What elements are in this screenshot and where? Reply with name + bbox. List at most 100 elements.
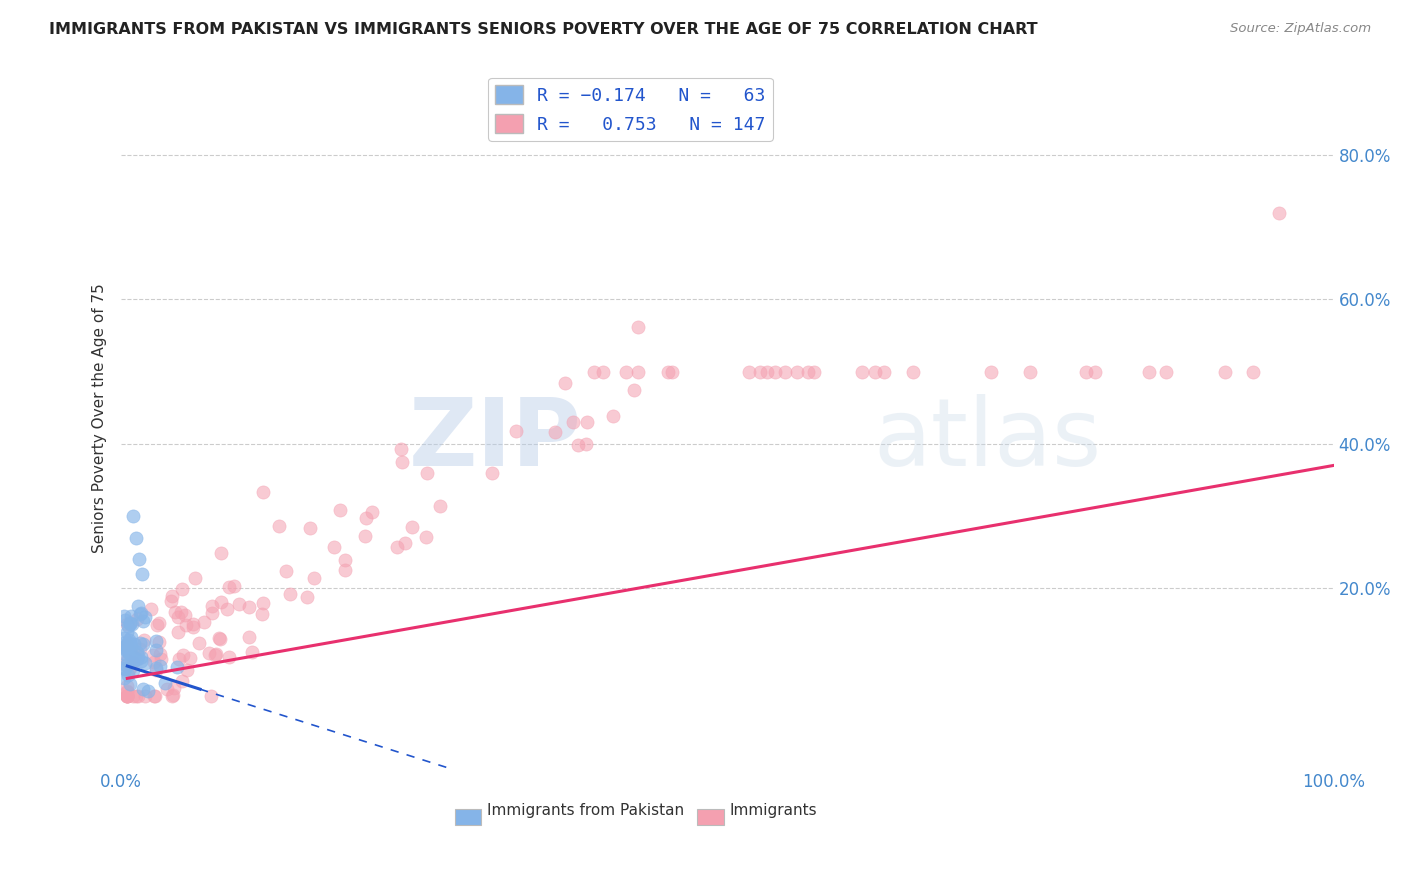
- Point: [749, 365, 772, 379]
- Point: [117, 690, 139, 704]
- Point: [389, 442, 412, 456]
- Point: [329, 502, 352, 516]
- Point: [132, 632, 155, 647]
- Point: [561, 416, 583, 430]
- Point: [128, 635, 150, 649]
- Point: [122, 690, 145, 704]
- Point: [124, 652, 146, 666]
- Point: [112, 640, 135, 655]
- Point: [120, 639, 142, 653]
- Point: [863, 365, 886, 379]
- Point: [167, 610, 190, 624]
- Point: [803, 365, 825, 379]
- Text: ZIP: ZIP: [409, 393, 582, 485]
- Point: [129, 607, 152, 621]
- Legend: R = −0.174   N =   63, R =   0.753   N = 147: R = −0.174 N = 63, R = 0.753 N = 147: [488, 78, 773, 141]
- Point: [117, 690, 139, 704]
- Point: [145, 634, 167, 648]
- Point: [250, 607, 273, 621]
- Point: [127, 599, 149, 614]
- Point: [112, 661, 135, 675]
- Point: [142, 655, 165, 669]
- Point: [118, 677, 141, 691]
- Point: [134, 656, 156, 670]
- Point: [302, 571, 325, 585]
- Point: [661, 365, 683, 379]
- Point: [209, 546, 232, 560]
- Point: [115, 643, 138, 657]
- Point: [117, 616, 139, 631]
- Point: [142, 648, 165, 662]
- Point: [198, 646, 221, 660]
- Point: [117, 683, 139, 698]
- Point: [576, 415, 599, 429]
- Point: [980, 365, 1002, 379]
- Point: [543, 425, 565, 440]
- Point: [901, 365, 924, 379]
- Point: [218, 580, 240, 594]
- Point: [160, 690, 183, 704]
- Point: [117, 690, 139, 704]
- Point: [121, 654, 143, 668]
- Point: [614, 365, 637, 379]
- Point: [238, 630, 260, 644]
- Point: [385, 541, 408, 555]
- Point: [131, 637, 153, 651]
- Point: [354, 510, 377, 524]
- Point: [121, 663, 143, 677]
- Point: [181, 616, 204, 631]
- Point: [143, 690, 166, 704]
- Point: [145, 663, 167, 677]
- Point: [120, 617, 142, 632]
- Point: [124, 650, 146, 665]
- Point: [755, 365, 778, 379]
- Point: [117, 690, 139, 704]
- Point: [112, 631, 135, 645]
- Point: [117, 652, 139, 666]
- Point: [120, 609, 142, 624]
- Point: [267, 519, 290, 533]
- Point: [592, 365, 614, 379]
- Point: [217, 602, 239, 616]
- Point: [627, 320, 650, 334]
- Point: [797, 365, 820, 379]
- Point: [117, 636, 139, 650]
- Point: [1137, 365, 1160, 379]
- Point: [554, 376, 576, 390]
- Point: [252, 596, 274, 610]
- Point: [128, 552, 150, 566]
- Point: [360, 505, 382, 519]
- Text: Source: ZipAtlas.com: Source: ZipAtlas.com: [1230, 22, 1371, 36]
- Point: [124, 690, 146, 704]
- Point: [112, 671, 135, 685]
- Point: [117, 679, 139, 693]
- Point: [737, 365, 759, 379]
- Point: [122, 637, 145, 651]
- Point: [278, 587, 301, 601]
- Point: [170, 582, 193, 596]
- Point: [205, 647, 228, 661]
- Point: [218, 650, 240, 665]
- Point: [333, 563, 356, 577]
- Point: [129, 641, 152, 656]
- Point: [1213, 365, 1236, 379]
- Point: [118, 661, 141, 675]
- Point: [132, 614, 155, 628]
- Point: [117, 618, 139, 632]
- Point: [127, 612, 149, 626]
- Point: [391, 455, 413, 469]
- Point: [121, 617, 143, 632]
- Point: [200, 599, 222, 613]
- Text: atlas: atlas: [873, 393, 1101, 485]
- Point: [505, 424, 527, 438]
- Point: [224, 579, 246, 593]
- Point: [602, 409, 624, 423]
- Point: [173, 608, 195, 623]
- Point: [786, 365, 808, 379]
- Point: [415, 530, 437, 544]
- Point: [1076, 365, 1098, 379]
- Point: [114, 662, 136, 676]
- Text: IMMIGRANTS FROM PAKISTAN VS IMMIGRANTS SENIORS POVERTY OVER THE AGE OF 75 CORREL: IMMIGRANTS FROM PAKISTAN VS IMMIGRANTS S…: [49, 22, 1038, 37]
- Point: [139, 602, 162, 616]
- Point: [208, 632, 231, 647]
